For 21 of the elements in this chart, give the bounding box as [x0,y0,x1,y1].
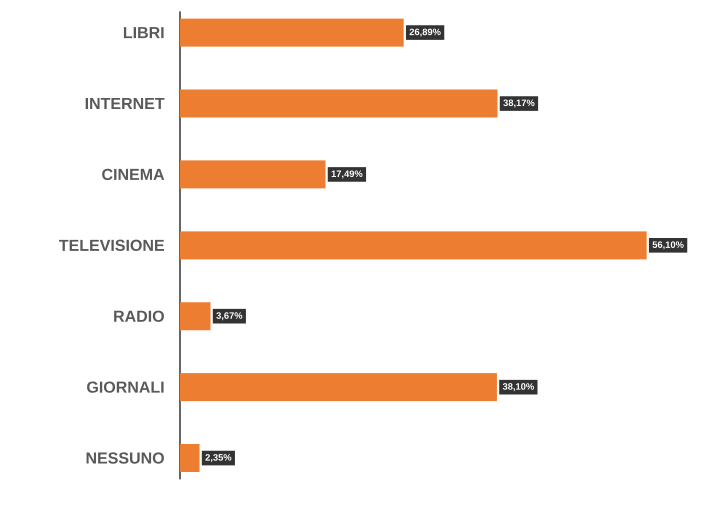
bar [180,90,498,118]
y-tick-label: NESSUNO [86,452,164,464]
bar [180,302,211,330]
bar [180,160,326,188]
y-tick-label: LIBRI [124,27,164,38]
bar [180,444,200,472]
data-label: 17,49% [332,170,362,178]
bar [180,231,647,260]
y-tick-label: INTERNET [86,98,164,110]
y-tick-label: GIORNALI [87,381,164,393]
y-tick-label: RADIO [114,310,164,322]
bar [180,373,497,402]
y-tick-label: TELEVISIONE [59,240,164,251]
data-label: 3,67% [216,312,242,320]
data-label: 56,10% [652,241,684,250]
y-tick-label: CINEMA [102,168,164,180]
data-label: 38,17% [503,100,535,108]
bar [180,18,404,47]
data-label: 26,89% [410,28,441,37]
data-label: 2,35% [205,454,232,462]
data-label: 38,10% [502,383,534,392]
